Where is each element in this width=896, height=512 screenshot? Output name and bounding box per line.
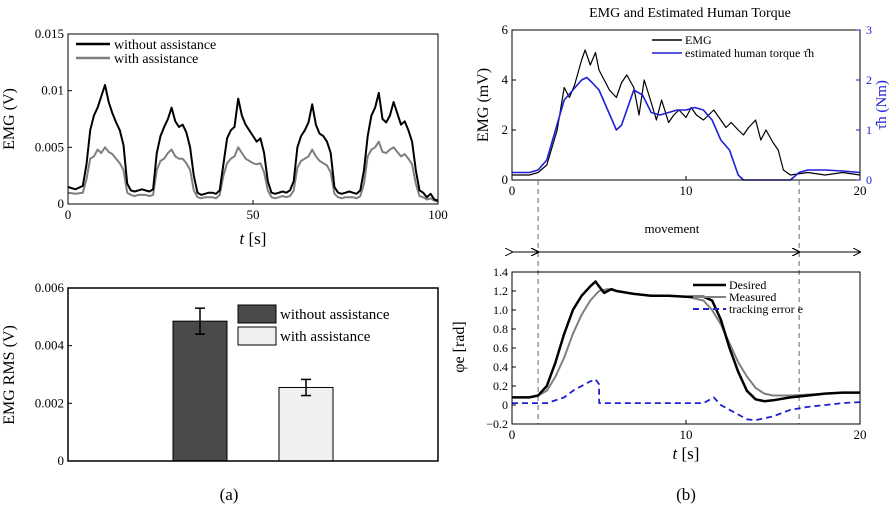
phase-angle-x-tick-label: 10 (680, 427, 693, 442)
legend-label-desired: Desired (729, 278, 766, 292)
emg-rms-plot-frame (67, 287, 439, 462)
movement-label: movement (645, 221, 700, 236)
phase-angle-y-tick-label: 0 (502, 398, 508, 412)
series-with-assistance (67, 140, 439, 203)
series-without-assistance (67, 84, 439, 202)
emg-time-x-tick-label: 50 (247, 207, 260, 222)
emg-rms-legend: without assistance with assistance (237, 304, 390, 346)
legend-label-without-assistance: without assistance (280, 307, 390, 323)
series-tracking-error (512, 378, 861, 422)
legend-label-emg: EMG (685, 33, 712, 47)
emg-torque-y-tick-label: 4 (502, 72, 509, 87)
phase-angle-legend: Desired Measured tracking error e (693, 278, 803, 316)
emg-time-x-tick-label: 0 (65, 207, 72, 222)
legend-label-without-assistance: without assistance (114, 38, 216, 53)
caption-a: (a) (220, 485, 239, 504)
emg-torque-y-tick-label: 6 (502, 22, 509, 37)
legend-label-with-assistance: with assistance (114, 52, 198, 67)
phase-angle-y-tick-label: 1.4 (493, 265, 508, 279)
phase-angle-y-tick-label: 1.0 (493, 303, 508, 317)
phase-angle-y-tick-label: −0.2 (486, 417, 508, 431)
phase-angle-y-tick-label: 0.8 (493, 322, 508, 336)
emg-time-y-label: EMG (V) (1, 88, 18, 150)
bar-with-assistance (278, 386, 334, 462)
emg-torque-y-right-tick-label: 0 (866, 173, 872, 187)
emg-torque-y-right-tick-label: 1 (866, 123, 872, 137)
phase-angle-y-tick-label: 0.4 (493, 360, 508, 374)
emg-time-x-label: t [s] (240, 229, 267, 248)
phase-angle-x-tick-label: 20 (854, 427, 867, 442)
emg-rms-y-tick-label: 0.006 (35, 280, 65, 295)
emg-rms-y-label: EMG RMS (V) (1, 325, 18, 425)
emg-time-chart: 0 50 100 0 0.005 0.01 0.015 EMG (V) t [s] with… (1, 26, 448, 248)
legend-label-with-assistance: with assistance (280, 329, 371, 345)
emg-torque-title: EMG and Estimated Human Torque (589, 6, 791, 21)
emg-torque-y-tick-label: 0 (502, 172, 509, 187)
emg-time-legend: without assistance with assistance (76, 38, 216, 67)
emg-torque-x-tick-label: 10 (680, 183, 693, 198)
emg-torque-y-tick-label: 2 (502, 122, 509, 137)
emg-time-y-tick-label: 0.015 (35, 26, 64, 41)
legend-swatch-with-assistance (237, 326, 277, 346)
emg-torque-y-right-tick-label: 3 (866, 23, 872, 37)
emg-time-x-tick-label: 100 (428, 207, 448, 222)
legend-label-measured: Measured (729, 290, 776, 304)
phase-angle-plot-frame (511, 271, 861, 425)
emg-torque-legend: EMG estimated human torque τ̂h (652, 33, 814, 60)
phase-angle-y-tick-label: 0.6 (493, 341, 508, 355)
series-desired (512, 280, 860, 403)
emg-rms-y-tick-label: 0 (58, 453, 65, 468)
emg-torque-y-label-right: τ̂h (Nm) (874, 80, 890, 130)
phase-angle-x-tick-label: 0 (509, 427, 516, 442)
emg-rms-chart: 0 0.002 0.004 0.006 EMG RMS (V) without ass… (1, 280, 439, 468)
emg-time-y-tick-label: 0 (58, 196, 65, 211)
phase-angle-chart: 0 10 20−0.200.20.40.60.81.01.21.4 φe [rad]… (451, 265, 867, 463)
emg-torque-chart: EMG and Estimated Human Torque 0 10 200246… (475, 6, 890, 198)
emg-torque-x-tick-label: 0 (509, 183, 516, 198)
series-estimated-torque (512, 76, 861, 181)
series-measured (512, 288, 860, 399)
series-emg (512, 49, 861, 176)
emg-time-y-tick-label: 0.005 (35, 139, 64, 154)
legend-label-tracking-error: tracking error e (729, 302, 803, 316)
phase-angle-x-label: t [s] (673, 444, 700, 463)
phase-angle-y-label: φe [rad] (451, 321, 468, 372)
emg-time-y-tick-label: 0.01 (41, 83, 64, 98)
phase-angle-y-tick-label: 0.2 (493, 379, 508, 393)
emg-torque-y-label: EMG (mV) (475, 68, 492, 142)
movement-annotation: movement (512, 180, 860, 424)
emg-rms-y-tick-label: 0.002 (35, 395, 64, 410)
legend-label-torque: estimated human torque τ̂h (685, 46, 814, 60)
emg-torque-y-right-tick-label: 2 (866, 73, 872, 87)
emg-rms-y-tick-label: 0.004 (35, 338, 65, 353)
phase-angle-y-tick-label: 1.2 (493, 284, 508, 298)
bar-without-assistance (172, 320, 228, 462)
legend-swatch-without-assistance (237, 304, 277, 324)
emg-torque-x-tick-label: 20 (854, 183, 867, 198)
caption-b: (b) (676, 485, 696, 504)
